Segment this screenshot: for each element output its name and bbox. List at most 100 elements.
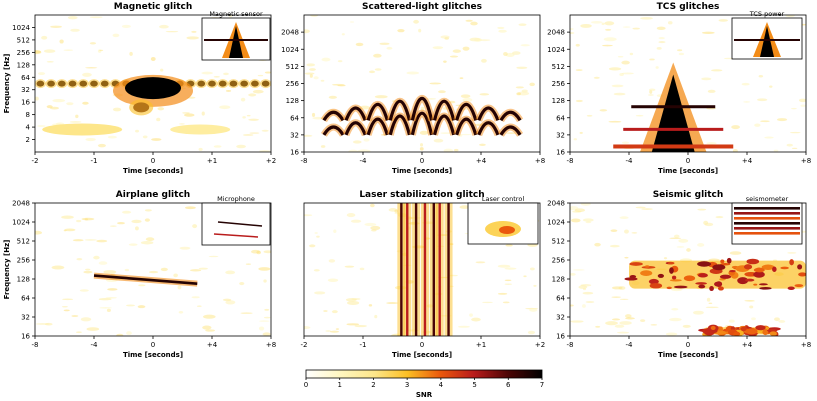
noise-mark (663, 257, 668, 260)
noise-mark (479, 143, 486, 146)
band-mark (673, 285, 688, 289)
noise-mark (76, 257, 83, 261)
x-tick-label: -2 (32, 157, 39, 165)
noise-mark (107, 135, 117, 139)
noise-mark (718, 19, 728, 22)
noise-mark (611, 84, 624, 88)
band-mark (761, 264, 775, 270)
noise-mark (621, 60, 630, 65)
noise-mark (314, 291, 326, 295)
noise-mark (263, 250, 271, 254)
noise-mark (240, 97, 246, 102)
noise-mark (650, 324, 658, 326)
y-tick-label: 512 (286, 63, 299, 71)
band-mark (789, 259, 794, 266)
noise-mark (635, 206, 646, 209)
band-mark (717, 286, 724, 291)
noise-mark (656, 46, 662, 50)
noise-mark (138, 284, 146, 287)
noise-mark (785, 15, 796, 17)
band-mark (733, 331, 741, 336)
band-mark (657, 273, 664, 278)
y-tick-label: 256 (17, 257, 31, 265)
x-tick-label: -8 (32, 341, 39, 349)
comb-halo (45, 79, 57, 89)
y-tick-label: 64 (290, 114, 299, 122)
noise-mark (692, 310, 704, 315)
noise-mark (316, 235, 320, 238)
x-tick-label: +4 (742, 341, 753, 349)
band-mark (726, 257, 732, 264)
noise-mark (665, 332, 678, 336)
band-mark (698, 284, 706, 289)
noise-mark (397, 29, 405, 33)
noise-mark (469, 313, 473, 317)
noise-mark (413, 19, 419, 24)
x-tick-label: +8 (801, 157, 811, 165)
noise-mark (520, 44, 530, 47)
inset-mark (734, 222, 800, 225)
inset-mark (213, 233, 259, 238)
noise-mark (225, 89, 232, 92)
band-mark (759, 286, 772, 290)
comb-halo (35, 79, 46, 89)
band-mark (744, 278, 755, 282)
noise-mark (574, 208, 586, 213)
noise-mark (582, 287, 587, 291)
burst-low-halo (129, 99, 154, 116)
noise-mark (791, 147, 798, 149)
noise-mark (482, 301, 493, 304)
colorbar-tick-label: 5 (472, 381, 476, 389)
noise-mark (647, 94, 654, 96)
noise-mark (311, 112, 316, 118)
noise-mark (723, 57, 734, 60)
noise-mark (585, 221, 592, 224)
band-mark (769, 331, 777, 336)
noise-mark (84, 239, 97, 241)
noise-mark (179, 246, 191, 250)
noise-mark (258, 267, 271, 271)
noise-mark (239, 282, 245, 286)
noise-mark (258, 326, 265, 331)
noise-mark (673, 234, 680, 238)
noise-mark (460, 133, 473, 136)
noise-mark (570, 32, 575, 34)
y-tick-label: 1024 (547, 46, 565, 54)
noise-mark (213, 75, 220, 78)
noise-mark (304, 134, 313, 137)
x-tick-label: +2 (535, 341, 545, 349)
noise-mark (248, 118, 260, 121)
band-mark (753, 267, 765, 273)
band-mark (737, 277, 749, 285)
low-blob (170, 124, 231, 135)
band-mark (667, 261, 675, 265)
noise-mark (354, 324, 367, 328)
noise-mark (310, 15, 319, 17)
y-axis-label: Frequency [Hz] (3, 240, 11, 300)
y-tick-label: 512 (17, 238, 30, 246)
noise-mark (686, 248, 691, 252)
noise-mark (35, 230, 43, 235)
noise-mark (304, 326, 311, 330)
stripe-mark (423, 203, 427, 336)
noise-mark (433, 138, 444, 143)
stripe-mark (438, 203, 441, 336)
noise-mark (769, 85, 773, 88)
noise-mark (219, 105, 231, 110)
noise-mark (182, 112, 190, 114)
noise-mark (429, 82, 442, 85)
noise-mark (621, 72, 634, 75)
noise-mark (150, 56, 156, 61)
noise-mark (580, 23, 592, 28)
stripe-mark (414, 203, 418, 336)
noise-mark (341, 33, 345, 36)
noise-mark (165, 30, 179, 33)
noise-mark (758, 74, 764, 78)
noise-mark (529, 82, 535, 87)
noise-mark (160, 68, 164, 72)
noise-mark (706, 297, 711, 302)
noise-mark (208, 255, 219, 258)
noise-mark (368, 304, 373, 307)
noise-mark (80, 317, 92, 322)
noise-mark (99, 49, 104, 52)
